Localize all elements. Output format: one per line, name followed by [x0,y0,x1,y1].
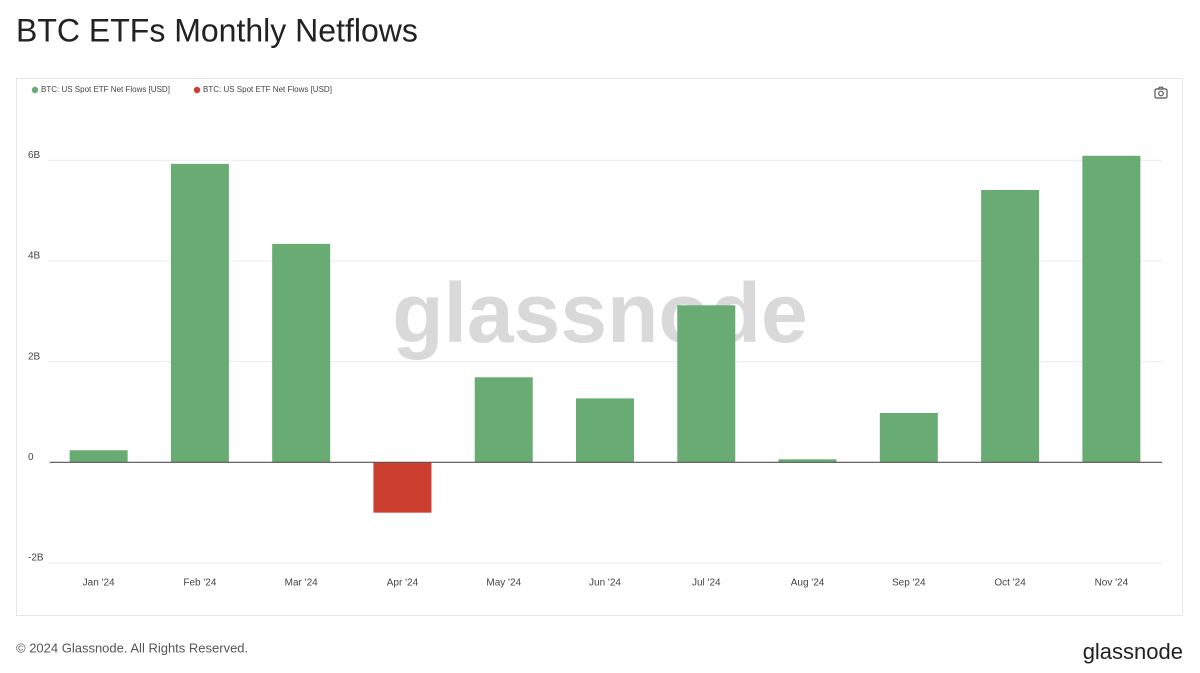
bar [272,243,331,463]
x-tick-label: Jul '24 [692,578,721,589]
bar [1082,155,1141,463]
bar [677,305,736,463]
legend-marker [31,86,39,94]
x-tick-label: Jan '24 [83,578,115,589]
camera-icon[interactable] [1154,86,1168,99]
bar [576,398,634,463]
bar [981,190,1040,463]
y-tick-label: 6B [28,150,41,161]
x-tick-label: Apr '24 [387,578,419,589]
x-tick-label: Aug '24 [791,578,825,589]
chart-title: BTC ETFs Monthly Netflows [16,12,418,48]
bar [778,459,837,463]
x-tick-label: Feb '24 [183,578,216,589]
x-tick-label: May '24 [486,578,521,589]
y-tick-label: 4B [28,251,41,262]
legend-label: BTC: US Spot ETF Net Flows [USD] [41,85,170,94]
x-tick-label: Nov '24 [1095,578,1129,589]
x-tick-label: Oct '24 [994,578,1026,589]
y-tick-label: -2B [28,553,44,564]
brand-logo: glassnode [1083,639,1183,664]
bar [474,377,533,463]
x-tick-label: Mar '24 [285,578,318,589]
x-tick-label: Sep '24 [892,578,926,589]
legend-label: BTC: US Spot ETF Net Flows [USD] [203,85,332,94]
x-tick-label: Jun '24 [589,578,621,589]
watermark: glassnode [392,266,807,360]
y-tick-label: 2B [28,351,41,362]
y-tick-label: 0 [28,452,34,463]
bar [373,462,432,513]
bar [170,163,229,463]
footer: © 2024 Glassnode. All Rights Reserved. [16,640,248,655]
bar [879,413,938,463]
bar [69,450,128,463]
legend-marker [193,86,201,94]
